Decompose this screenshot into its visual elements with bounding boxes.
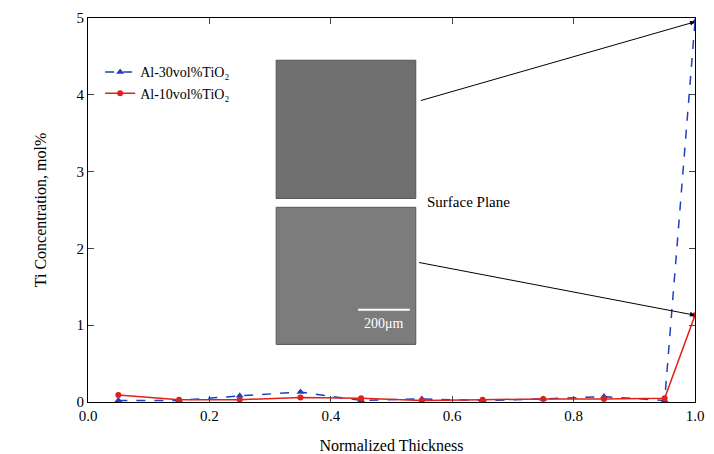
svg-text:0.8: 0.8 xyxy=(564,408,583,424)
svg-text:Normalized Thickness: Normalized Thickness xyxy=(319,437,463,454)
svg-text:0: 0 xyxy=(77,394,85,410)
svg-text:5: 5 xyxy=(77,10,85,26)
svg-text:2: 2 xyxy=(77,241,85,257)
svg-text:Al-30vol%TiO₂: Al-30vol%TiO₂ xyxy=(140,65,229,80)
svg-text:0.2: 0.2 xyxy=(200,408,219,424)
svg-text:0.6: 0.6 xyxy=(443,408,462,424)
svg-text:4: 4 xyxy=(77,87,85,103)
svg-text:0.0: 0.0 xyxy=(79,408,98,424)
svg-text:3: 3 xyxy=(77,164,85,180)
svg-text:Ti Concentration, mol%: Ti Concentration, mol% xyxy=(32,133,49,288)
svg-text:Al-10vol%TiO₂: Al-10vol%TiO₂ xyxy=(140,87,229,102)
svg-text:0.4: 0.4 xyxy=(321,408,340,424)
svg-text:1.0: 1.0 xyxy=(686,408,705,424)
svg-text:200μm: 200μm xyxy=(364,316,404,331)
svg-text:Surface Plane: Surface Plane xyxy=(427,194,510,210)
svg-text:1: 1 xyxy=(77,317,85,333)
